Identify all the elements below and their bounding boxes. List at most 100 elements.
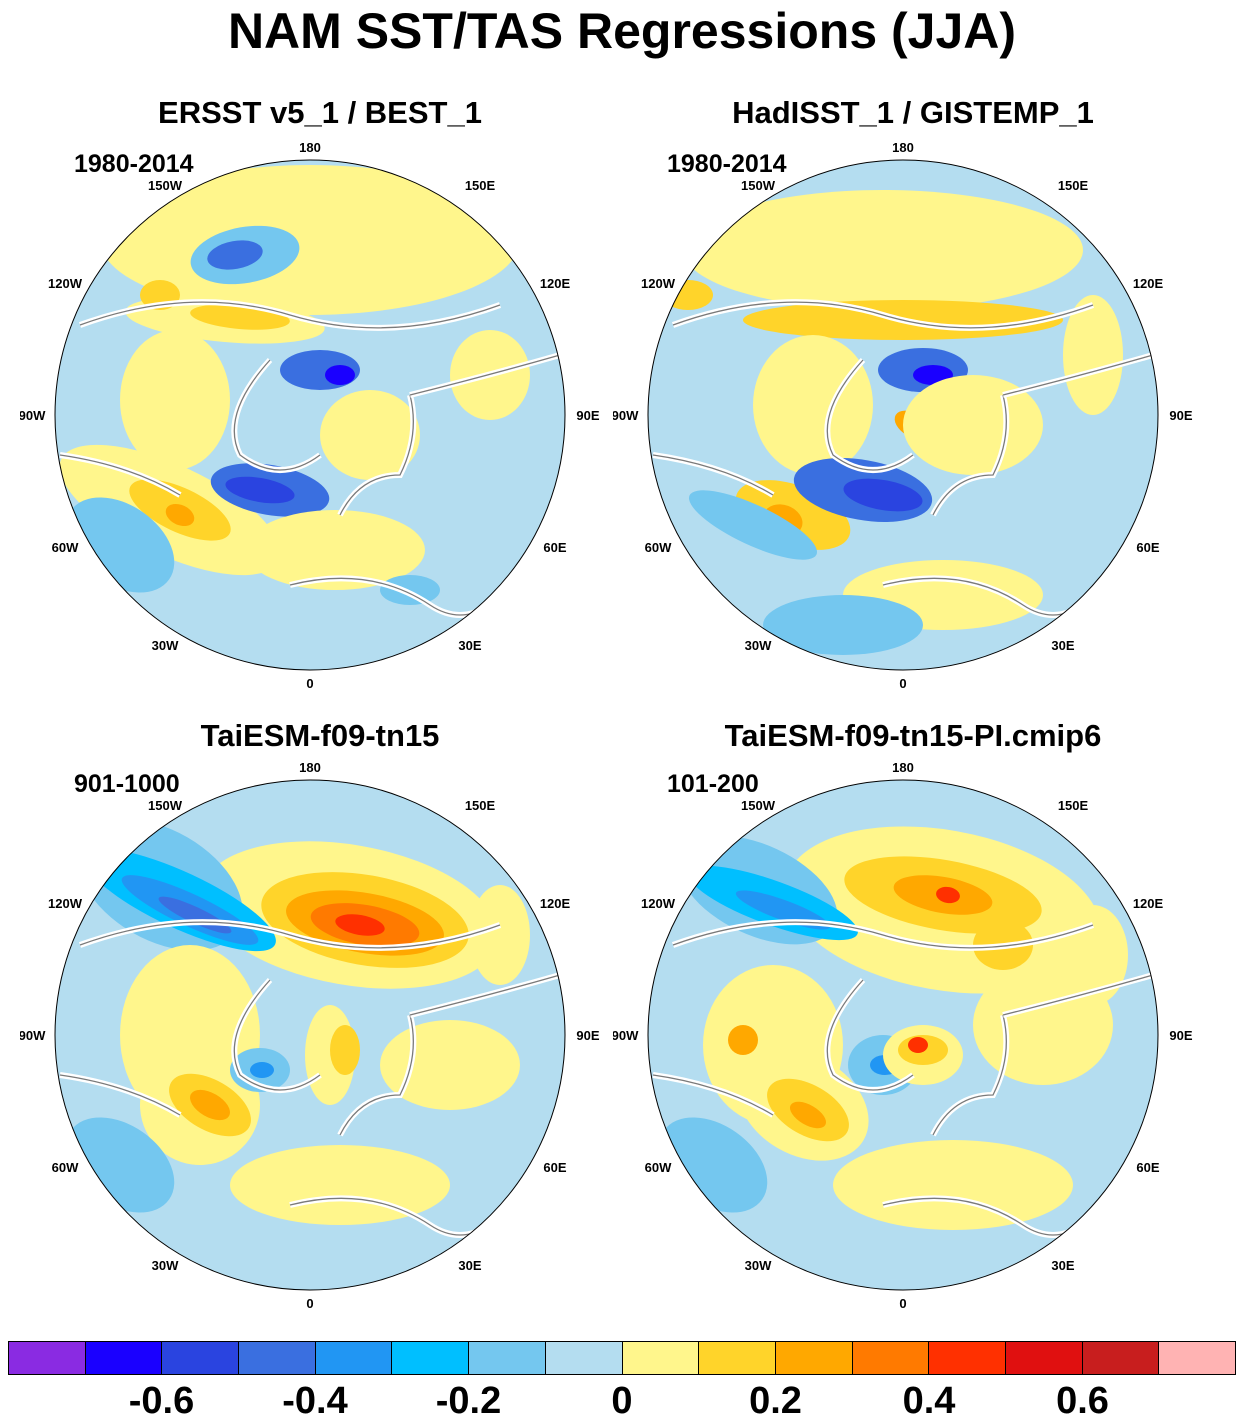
longitude-label: 90W: [20, 408, 46, 423]
anomaly-region: [250, 1062, 274, 1078]
longitude-label: 60W: [52, 1160, 79, 1175]
coastline: [932, 1014, 1007, 1136]
longitude-label: 0: [306, 676, 313, 691]
longitude-label: 60E: [1136, 1160, 1159, 1175]
longitude-label: 120E: [1133, 896, 1164, 911]
anomaly-region: [190, 1089, 230, 1121]
anomaly-region: [1063, 295, 1123, 415]
longitude-label: 30W: [152, 1258, 179, 1273]
longitude-label: 180: [299, 140, 321, 155]
longitude-label: 90E: [1169, 408, 1192, 423]
map-border: [647, 779, 1159, 1291]
anomaly-region: [903, 375, 1043, 475]
anomaly-region: [335, 914, 385, 936]
colorbar-box: [239, 1342, 316, 1374]
period-label: 1980-2014: [74, 150, 194, 178]
colorbar-label: -0.6: [128, 1380, 195, 1422]
colorbar-label: -0.4: [282, 1380, 348, 1422]
colorbar-label: 0.2: [749, 1380, 802, 1422]
anomaly-region: [688, 490, 818, 560]
longitude-label: 150E: [465, 798, 496, 813]
anomaly-region: [833, 1140, 1073, 1230]
panel-title: HadISST_1 / GISTEMP_1: [732, 95, 1094, 130]
longitude-label: 150W: [148, 178, 183, 193]
coastline: [339, 394, 414, 516]
coastline: [233, 979, 321, 1091]
coastline: [233, 359, 321, 471]
longitude-label: 60W: [52, 540, 79, 555]
colorbar-box: [162, 1342, 240, 1374]
colorbar-label: 0.6: [1056, 1380, 1109, 1422]
longitude-label: 180: [892, 140, 914, 155]
anomaly-region: [225, 476, 295, 504]
longitude-label: 120W: [48, 276, 83, 291]
polar-map: 180 150E 120E 90E 60E 30E 0 30W 60W 90W 120W 150W: [20, 760, 600, 1311]
colorbar-box: [85, 1342, 163, 1374]
longitude-label: 150E: [1058, 798, 1089, 813]
map-border: [647, 159, 1159, 671]
longitude-label: 0: [899, 676, 906, 691]
colorbar-box: [699, 1342, 776, 1374]
colorbar-box: [1082, 1342, 1160, 1374]
coastline: [672, 301, 1094, 329]
longitude-label: 90W: [20, 1028, 46, 1043]
longitude-label: 60W: [645, 1160, 672, 1175]
period-label: 101-200: [667, 770, 759, 798]
colorbar-box: [545, 1342, 623, 1374]
map-border: [54, 779, 566, 1291]
colorbar-box: [852, 1342, 930, 1374]
anomaly-region: [165, 503, 195, 527]
colorbar-box: [622, 1342, 700, 1374]
figure-title: NAM SST/TAS Regressions (JJA): [227, 3, 1017, 59]
coastline: [59, 1074, 181, 1116]
anomaly-region: [843, 478, 923, 512]
map-panel: ERSST v5_1 / BEST_1 1980-2014 180 150E 120E 9…: [20, 90, 620, 710]
anomaly-region: [330, 1025, 360, 1075]
longitude-label: 90W: [613, 408, 639, 423]
longitude-label: 120W: [641, 896, 676, 911]
longitude-label: 30E: [458, 1258, 481, 1273]
longitude-label: 30W: [152, 638, 179, 653]
longitude-label: 0: [306, 1296, 313, 1311]
anomaly-region: [320, 390, 420, 480]
longitude-label: 150W: [741, 798, 776, 813]
anomaly-region: [789, 1101, 827, 1129]
coastline: [826, 979, 914, 1091]
coastline: [409, 974, 561, 1016]
colorbar-box: [469, 1342, 546, 1374]
anomaly-region: [470, 885, 530, 985]
colorbar-box: [9, 1342, 86, 1374]
longitude-label: 60E: [543, 540, 566, 555]
coastline: [652, 1074, 774, 1116]
coastline: [1002, 354, 1154, 396]
period-label: 1980-2014: [667, 150, 787, 178]
coastline: [409, 354, 561, 396]
polar-map: 180 150E 120E 90E 60E 30E 0 30W 60W 90W 120W 150W: [613, 140, 1193, 691]
longitude-label: 120W: [641, 276, 676, 291]
longitude-label: 150E: [465, 178, 496, 193]
anomaly-region: [230, 1145, 450, 1225]
longitude-label: 180: [892, 760, 914, 775]
polar-map: 180 150E 120E 90E 60E 30E 0 30W 60W 90W 120W 150W: [20, 140, 600, 691]
anomaly-region: [728, 1025, 758, 1055]
colorbar-label: 0.4: [902, 1380, 956, 1422]
longitude-label: 150E: [1058, 178, 1089, 193]
longitude-label: 0: [899, 1296, 906, 1311]
anomaly-region: [683, 190, 1083, 310]
longitude-label: 30E: [1051, 1258, 1074, 1273]
longitude-label: 120W: [48, 896, 83, 911]
coastline: [339, 1014, 414, 1136]
coastline: [59, 454, 181, 496]
coastline: [1002, 974, 1154, 1016]
colorbar-box: [315, 1342, 393, 1374]
anomaly-region: [120, 330, 230, 470]
colorbar-box: [1005, 1342, 1083, 1374]
longitude-label: 90E: [576, 1028, 599, 1043]
anomaly-region: [245, 510, 425, 590]
colorbar-box: [929, 1342, 1006, 1374]
colorbar-box: [1159, 1342, 1235, 1374]
coastline: [672, 921, 1094, 949]
colorbar-label: 0: [611, 1380, 633, 1422]
longitude-label: 90E: [576, 408, 599, 423]
longitude-label: 60E: [543, 1160, 566, 1175]
